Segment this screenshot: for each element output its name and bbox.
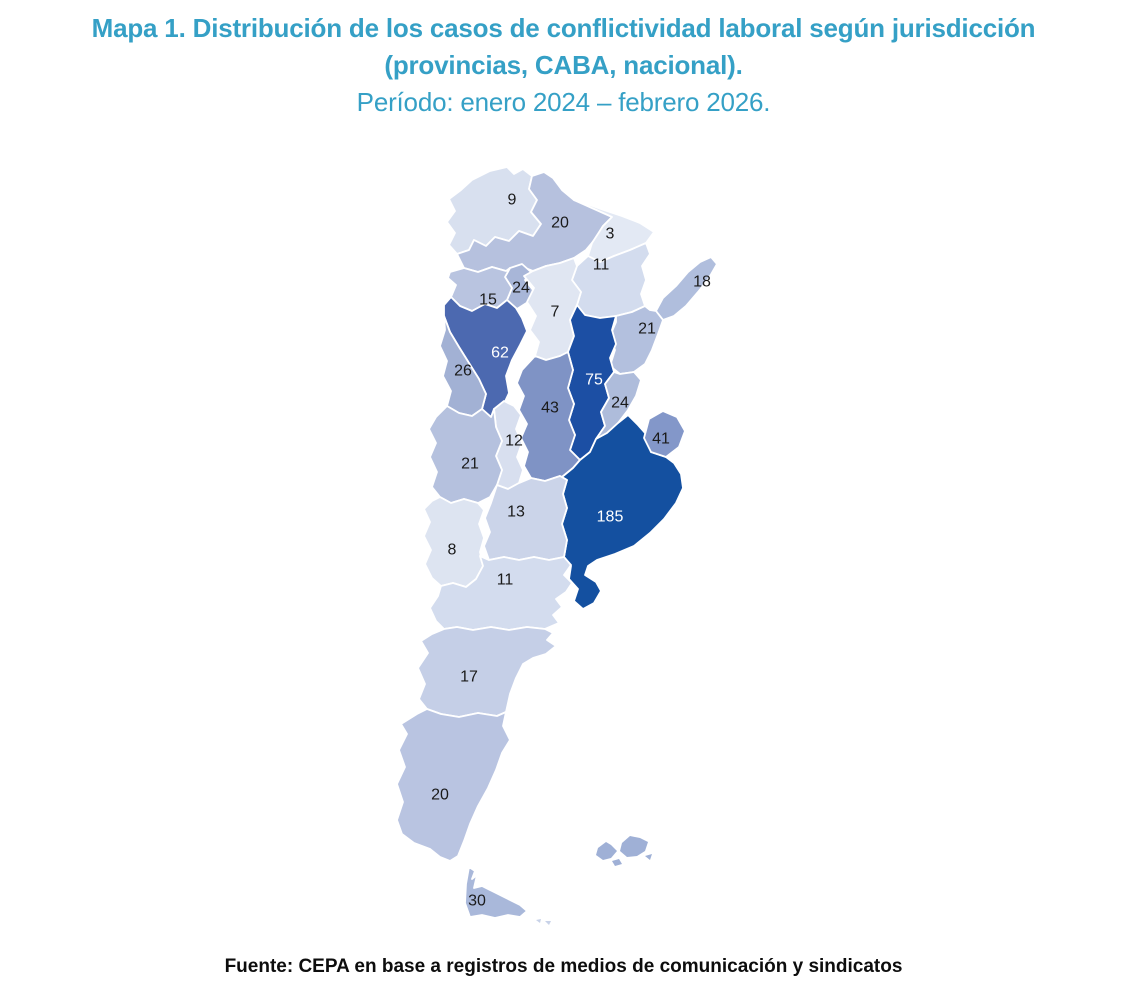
region-formosa-value: 3: [606, 226, 615, 243]
region-entre_rios-value: 24: [611, 395, 629, 412]
malvinas-island: [612, 859, 622, 866]
region-tucuman-value: 24: [512, 280, 530, 297]
region-la_pampa-value: 13: [507, 504, 525, 521]
figure-title: Mapa 1. Distribución de los casos de con…: [0, 10, 1127, 121]
region-neuquen-value: 8: [448, 542, 457, 559]
region-tierra_del_fuego: [464, 866, 528, 919]
region-cordoba-value: 43: [541, 400, 559, 417]
region-tierra_del_fuego-value: 30: [468, 893, 486, 910]
region-catamarca-value: 15: [479, 292, 497, 309]
region-chubut-value: 17: [460, 669, 478, 686]
region-san_luis-value: 12: [505, 433, 523, 450]
figure-title-line-3: Período: enero 2024 – febrero 2026.: [356, 87, 771, 117]
region-misiones-value: 18: [693, 274, 711, 291]
region-santa_cruz-value: 20: [431, 787, 449, 804]
region-santa_fe-value: 75: [585, 372, 603, 389]
region-mendoza-value: 21: [461, 456, 479, 473]
isla_de_los_estados-island: [545, 921, 551, 925]
figure-title-line-2: (provincias, CABA, nacional).: [384, 50, 743, 80]
region-jujuy-value: 9: [508, 192, 517, 209]
region-rio_negro-value: 11: [497, 572, 514, 589]
region-corrientes: [609, 305, 664, 375]
region-mendoza: [428, 405, 503, 504]
region-chubut: [417, 626, 557, 718]
region-la_pampa: [483, 475, 568, 561]
region-san_juan-value: 26: [454, 363, 472, 380]
region-santiago_del_estero-value: 7: [551, 304, 560, 321]
region-salta-value: 20: [551, 215, 569, 232]
region-la_rioja-value: 62: [491, 345, 509, 362]
figure-title-line-1: Mapa 1. Distribución de los casos de con…: [91, 13, 1036, 43]
region-caba-value: 41: [652, 431, 670, 448]
region-caba: [643, 410, 686, 458]
isla_de_los_estados-island: [536, 919, 541, 923]
region-chaco-value: 11: [593, 257, 610, 274]
malvinas-island: [645, 854, 652, 860]
malvinas-island: [596, 842, 617, 860]
region-santa_cruz: [396, 708, 511, 862]
region-corrientes-value: 21: [638, 321, 656, 338]
region-buenos_aires-value: 185: [597, 509, 624, 526]
malvinas-island: [620, 836, 648, 857]
source-note: Fuente: CEPA en base a registros de medi…: [224, 956, 903, 977]
